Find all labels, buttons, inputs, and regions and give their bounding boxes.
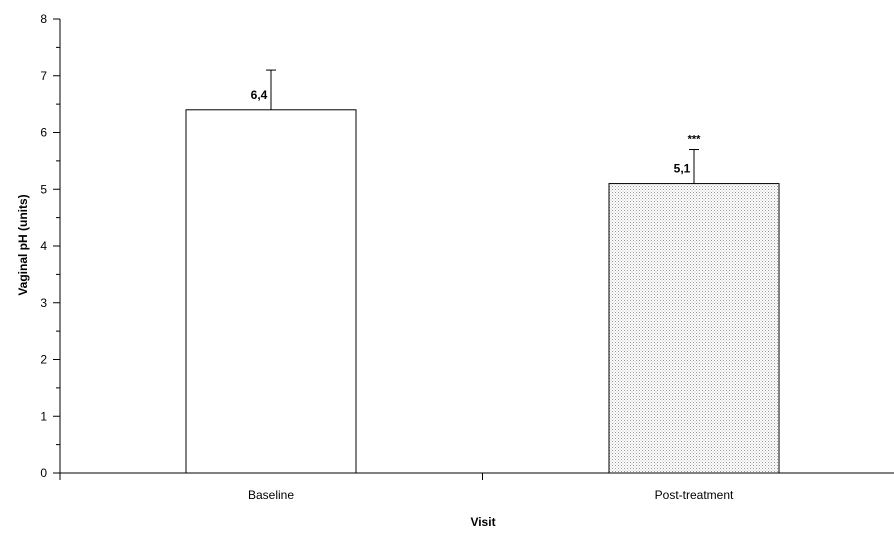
y-tick-label: 1 <box>40 409 47 423</box>
data-label: 5,1 <box>674 162 691 176</box>
x-tick-label: Post-treatment <box>655 488 734 502</box>
data-label: 6,4 <box>251 88 268 102</box>
x-tick-label: Baseline <box>248 488 294 502</box>
significance-annotation: *** <box>688 134 702 146</box>
x-axis-title: Visit <box>470 515 495 529</box>
y-tick-label: 8 <box>40 12 47 26</box>
bars <box>185 69 780 474</box>
y-tick-label: 0 <box>40 466 47 480</box>
labels: 6,4 Baseline 5,1 *** Post-treatment <box>248 88 734 502</box>
y-tick-label: 5 <box>40 182 47 196</box>
y-tick-label: 4 <box>40 239 47 253</box>
bar-post-treatment <box>608 183 780 474</box>
y-tick-label: 2 <box>40 353 47 367</box>
y-tick-label: 6 <box>40 126 47 140</box>
bar-baseline <box>185 109 357 474</box>
y-tick-label: 7 <box>40 69 47 83</box>
y-axis-title: Vaginal pH (units) <box>16 194 30 295</box>
y-tick-label: 3 <box>40 296 47 310</box>
